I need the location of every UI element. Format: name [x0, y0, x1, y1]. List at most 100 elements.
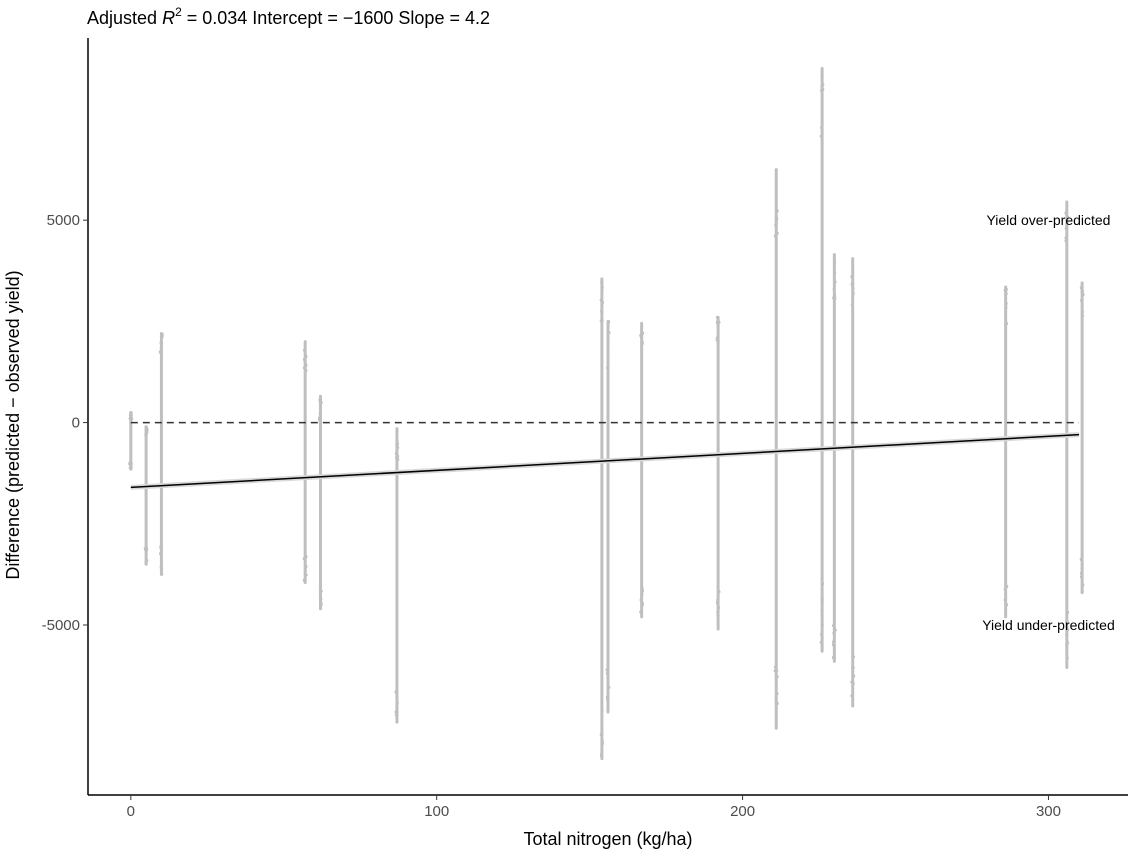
- data-point: [1080, 566, 1084, 570]
- data-point: [605, 668, 609, 672]
- data-point: [832, 640, 836, 644]
- data-point: [833, 628, 837, 632]
- point-column-7: [605, 319, 611, 714]
- data-point: [831, 643, 836, 647]
- data-point: [820, 597, 824, 601]
- data-point: [715, 320, 720, 324]
- y-axis-title: Difference (predicted − observed yield): [3, 270, 23, 579]
- data-point: [1003, 587, 1007, 591]
- data-point: [774, 223, 778, 227]
- data-point: [850, 303, 854, 307]
- data-point: [304, 368, 308, 372]
- data-point: [832, 260, 837, 264]
- data-point: [640, 603, 644, 607]
- data-point: [1080, 314, 1085, 318]
- data-point: [773, 665, 778, 669]
- data-point: [819, 640, 823, 645]
- data-point: [1065, 656, 1069, 660]
- data-point: [1081, 583, 1085, 587]
- data-point: [599, 733, 603, 737]
- data-point: [1004, 291, 1008, 296]
- data-point: [319, 589, 323, 593]
- data-point: [775, 209, 779, 213]
- data-point: [145, 558, 149, 563]
- data-point: [600, 741, 605, 746]
- data-point: [1064, 239, 1068, 243]
- point-column-5: [394, 427, 400, 724]
- data-point: [1064, 236, 1068, 240]
- data-point: [128, 416, 132, 420]
- data-point: [600, 300, 605, 305]
- data-point: [605, 671, 610, 676]
- data-point: [605, 695, 610, 699]
- point-column-10: [773, 168, 779, 730]
- data-point: [1065, 633, 1069, 637]
- reference-lines: [130, 421, 1080, 490]
- data-point: [600, 285, 604, 290]
- point-column-8: [639, 321, 645, 619]
- data-point: [1005, 584, 1009, 589]
- data-point: [819, 134, 823, 138]
- data-point: [773, 669, 777, 673]
- data-point: [851, 287, 855, 291]
- y-tick-label: 0: [72, 415, 80, 432]
- data-point: [820, 581, 825, 586]
- data-point: [395, 709, 399, 714]
- point-column-6: [599, 277, 605, 761]
- data-point: [395, 443, 399, 447]
- data-point: [833, 280, 837, 284]
- data-point: [775, 701, 779, 706]
- data-point: [1064, 226, 1068, 230]
- data-point: [600, 753, 604, 758]
- data-point: [820, 73, 824, 78]
- data-point: [317, 418, 322, 422]
- data-point: [851, 665, 855, 670]
- data-point: [303, 569, 307, 573]
- point-column-1: [143, 425, 149, 566]
- data-point: [717, 590, 721, 594]
- data-point: [159, 565, 163, 569]
- data-point: [129, 411, 133, 415]
- data-point: [318, 412, 322, 416]
- data-point: [159, 346, 163, 350]
- data-point: [304, 564, 308, 569]
- data-point: [606, 355, 610, 359]
- data-point: [396, 445, 400, 450]
- data-point: [1080, 589, 1084, 594]
- data-point: [715, 315, 720, 319]
- data-point: [820, 609, 824, 613]
- data-point: [1079, 557, 1083, 561]
- data-point: [832, 287, 836, 291]
- data-point: [396, 454, 400, 458]
- data-point: [128, 466, 132, 470]
- data-point: [820, 632, 824, 636]
- chart-title-rest: = 0.034 Intercept = −1600 Slope = 4.2: [182, 8, 490, 28]
- point-column-4: [317, 394, 323, 611]
- data-point: [716, 614, 720, 618]
- data-point: [144, 426, 148, 430]
- data-point: [716, 599, 720, 603]
- data-point: [1079, 571, 1084, 575]
- point-column-3: [302, 340, 308, 584]
- data-point: [607, 319, 611, 324]
- data-point: [304, 555, 308, 559]
- point-column-9: [715, 315, 721, 631]
- data-point: [716, 606, 721, 610]
- data-point: [159, 351, 163, 355]
- point-column-2: [158, 332, 164, 576]
- data-point: [775, 675, 779, 679]
- data-point: [820, 126, 824, 130]
- chart-title: Adjusted R2 = 0.034 Intercept = −1600 Sl…: [87, 5, 490, 28]
- data-point: [773, 234, 777, 238]
- data-point: [160, 572, 164, 576]
- data-point: [394, 713, 399, 717]
- data-point: [1065, 619, 1069, 623]
- annotation-label: Yield over-predicted: [986, 212, 1110, 228]
- data-point: [716, 610, 720, 614]
- annotations: Yield over-predicted Yield under-predicte…: [982, 212, 1115, 633]
- x-tick-label: 200: [730, 803, 755, 820]
- data-point: [395, 701, 399, 705]
- data-point: [774, 215, 778, 220]
- data-point: [640, 331, 645, 335]
- data-point: [144, 548, 149, 552]
